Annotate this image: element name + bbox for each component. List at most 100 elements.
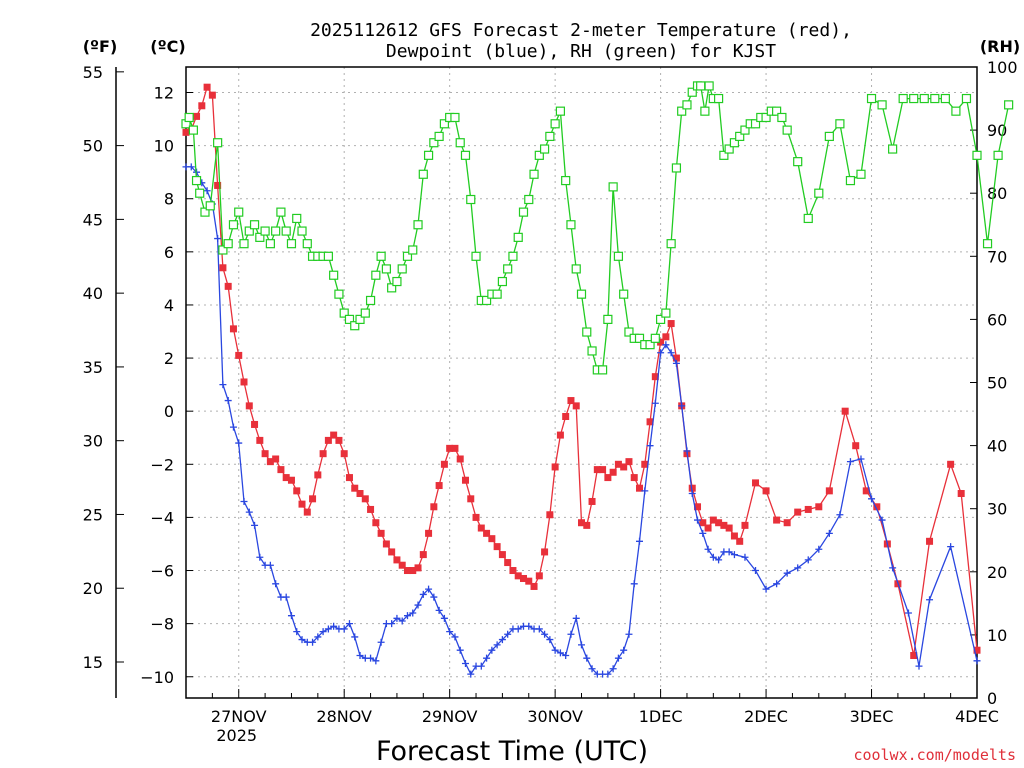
data-point <box>588 665 596 673</box>
data-point <box>340 450 348 458</box>
data-point <box>281 226 291 236</box>
data-point <box>277 466 285 474</box>
data-point <box>455 138 465 148</box>
data-point <box>762 487 770 495</box>
data-point <box>205 201 215 211</box>
data-point <box>634 333 645 343</box>
data-point <box>266 561 274 569</box>
data-point <box>539 144 550 154</box>
data-point <box>344 314 355 324</box>
series-layer <box>181 81 1014 678</box>
data-point <box>572 614 580 622</box>
data-point <box>741 521 749 529</box>
data-point <box>688 484 696 492</box>
data-point <box>245 402 253 410</box>
data-point <box>276 207 286 217</box>
data-point <box>388 620 396 628</box>
fahrenheit-unit-label: (ºF) <box>83 37 118 56</box>
x-tick-label: 30NOV <box>527 707 583 726</box>
data-point <box>324 625 332 633</box>
data-point <box>287 612 295 620</box>
data-point <box>740 125 750 135</box>
data-point <box>488 646 496 654</box>
data-point <box>513 232 523 242</box>
data-point <box>566 220 576 230</box>
data-point <box>1004 100 1014 110</box>
celsius-tick-label: 6 <box>164 243 174 262</box>
data-point <box>636 484 644 492</box>
data-point <box>714 93 724 104</box>
x-tick-label: 27NOV <box>211 707 267 726</box>
data-point <box>439 119 449 129</box>
data-point <box>219 264 227 272</box>
data-point <box>729 138 740 148</box>
data-point <box>240 378 248 386</box>
data-point <box>772 106 782 116</box>
data-point <box>314 633 322 641</box>
data-point <box>240 497 248 505</box>
data-point <box>330 622 338 630</box>
data-point <box>957 490 965 498</box>
data-point <box>224 397 232 405</box>
data-point <box>815 503 823 511</box>
data-point <box>657 349 665 357</box>
data-point <box>730 532 738 540</box>
data-point <box>324 436 332 444</box>
celsius-tick-label: 2 <box>164 349 174 368</box>
data-point <box>561 175 571 186</box>
data-point <box>425 529 433 537</box>
data-point <box>388 548 396 556</box>
data-point <box>841 407 849 415</box>
data-point <box>571 264 581 274</box>
data-point <box>973 646 981 654</box>
fahrenheit-tick-label: 40 <box>83 284 103 303</box>
data-point <box>492 289 502 299</box>
data-point <box>218 245 228 255</box>
rh-tick-label: 10 <box>987 626 1007 645</box>
data-point <box>493 543 501 551</box>
data-point <box>208 91 216 99</box>
data-point <box>620 463 628 471</box>
rh-tick-label: 70 <box>987 247 1007 266</box>
data-point <box>430 503 438 511</box>
data-point <box>762 585 770 593</box>
data-point <box>930 93 940 104</box>
data-point <box>824 131 834 142</box>
data-point <box>666 239 676 249</box>
data-point <box>662 333 670 341</box>
data-point <box>365 295 376 306</box>
data-point <box>214 235 222 243</box>
data-point <box>534 150 544 160</box>
data-point <box>456 455 464 463</box>
data-point <box>720 521 728 529</box>
data-point <box>272 455 280 463</box>
data-point <box>256 436 264 444</box>
data-point <box>467 670 475 678</box>
data-point <box>493 641 501 649</box>
fahrenheit-tick-label: 35 <box>83 358 103 377</box>
data-point <box>408 245 418 255</box>
data-point <box>303 508 311 516</box>
data-point <box>397 264 407 274</box>
x-axis-label: Forecast Time (UTC) <box>376 736 648 767</box>
data-point <box>418 169 428 179</box>
data-point <box>340 625 348 633</box>
rh-unit-label: (RH) <box>980 37 1020 56</box>
data-point <box>567 630 575 638</box>
data-point <box>335 436 343 444</box>
data-point <box>687 87 697 97</box>
data-point <box>309 495 317 503</box>
rh-tick-label: 80 <box>987 184 1007 203</box>
data-point <box>773 516 781 524</box>
data-point <box>372 519 380 527</box>
data-point <box>572 402 580 410</box>
data-point <box>657 338 665 346</box>
data-point <box>446 628 454 636</box>
data-point <box>545 131 555 142</box>
data-point <box>529 169 539 179</box>
data-point <box>551 646 559 654</box>
series-line <box>185 85 1010 371</box>
data-point <box>593 466 601 474</box>
data-point <box>597 365 608 375</box>
data-point <box>481 295 492 306</box>
